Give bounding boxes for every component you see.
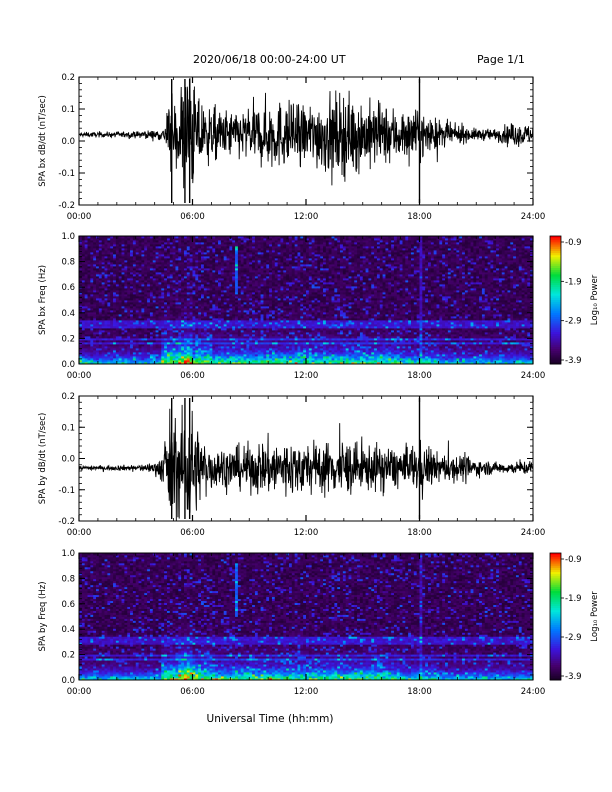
waveform-trace — [79, 78, 533, 188]
x-tick-label: 00:00 — [67, 212, 92, 222]
x-tick-label: 12:00 — [294, 212, 319, 222]
y-tick-label: 0.0 — [61, 137, 75, 147]
series-bx-spectrogram — [79, 236, 533, 364]
y-tick-label: -0.2 — [58, 201, 75, 211]
x-tick-label: 24:00 — [521, 212, 546, 222]
y-axis-label: SPA bx dB/dt (nT/sec) — [38, 95, 48, 187]
panel-bx-waveform: 0.2 0.1 0.0 -0.1 -0.200:00 06:00 12:00 18:00 24:… — [38, 73, 545, 222]
y-tick-label: 0.1 — [61, 105, 75, 115]
y-tick-label: -0.1 — [58, 169, 75, 179]
x-tick-label: 18:00 — [407, 212, 432, 222]
y-tick-label: 0.2 — [61, 73, 75, 83]
series-bx-waveform — [79, 78, 533, 203]
x-tick-label: 06:00 — [180, 212, 205, 222]
